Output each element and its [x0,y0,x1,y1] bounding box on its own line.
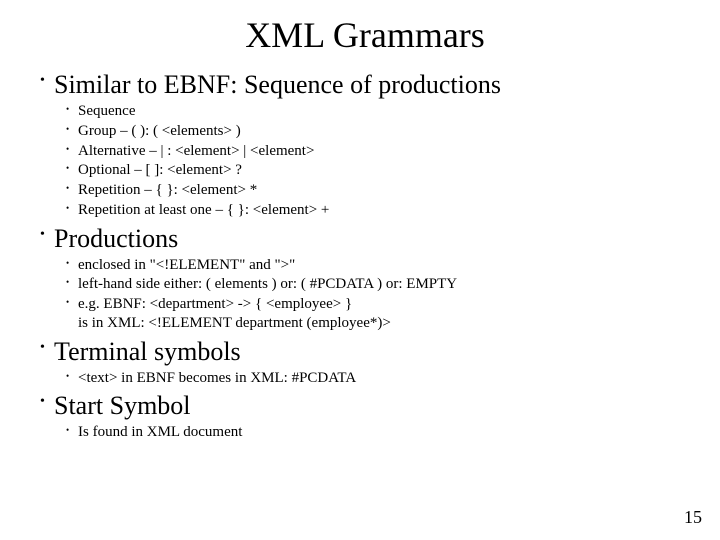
section-heading-3: Start Symbol [40,391,690,421]
section-heading-2: Terminal symbols [40,337,690,367]
bullet-item: Group – ( ): ( <elements> ) [66,122,690,141]
section-heading-1: Productions [40,224,690,254]
bullet-item: Repetition at least one – { }: <element>… [66,201,690,220]
bullet-item: Sequence [66,102,690,121]
slide: XML Grammars Similar to EBNF: Sequence o… [0,0,720,540]
bullet-item: Is found in XML document [66,423,690,442]
bullet-item: left-hand side either: ( elements ) or: … [66,275,690,294]
bullet-item: Repetition – { }: <element> * [66,181,690,200]
page-number: 15 [684,507,702,528]
section-heading-0: Similar to EBNF: Sequence of productions [40,70,690,100]
bullet-item: enclosed in "<!ELEMENT" and ">" [66,256,690,275]
bullet-item: Alternative – | : <element> | <element> [66,142,690,161]
bullet-item: <text> in EBNF becomes in XML: #PCDATA [66,369,690,388]
bullet-item: e.g. EBNF: <department> -> { <employee> … [66,295,690,333]
bullet-item: Optional – [ ]: <element> ? [66,161,690,180]
slide-title: XML Grammars [40,14,690,56]
